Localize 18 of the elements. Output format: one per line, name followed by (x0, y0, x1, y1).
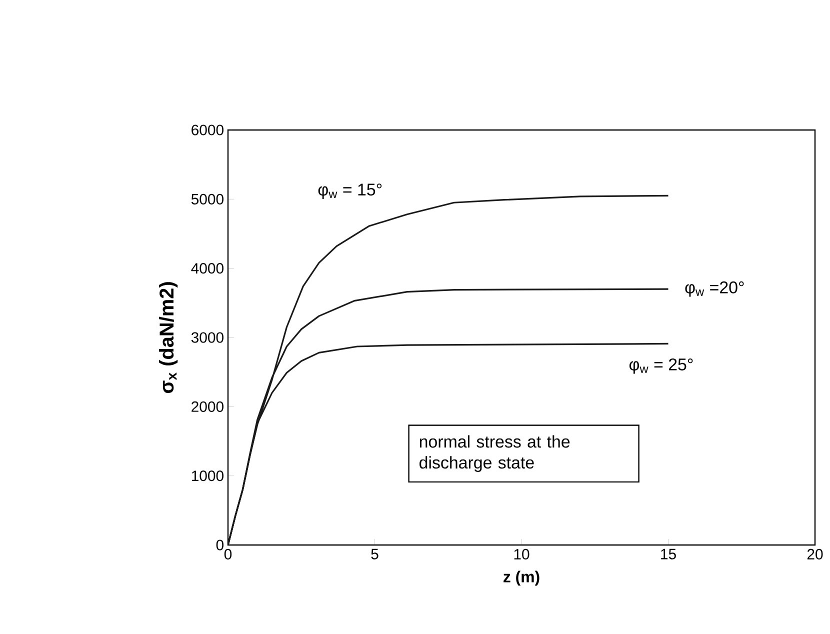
x-tick-label: 0 (224, 548, 232, 560)
annotation: φ$_{w}$ = 15° (318, 184, 382, 199)
y-tick-label: 2000 (192, 401, 224, 412)
annotation: normal stress at the discharge state (420, 435, 570, 472)
x-axis-title: z (m) (504, 570, 540, 586)
y-axis-title: σ$_{x}$ (daN/m2) (159, 282, 178, 394)
y-tick-label: 5000 (191, 194, 224, 204)
y-tick-label: 1000 (192, 470, 224, 482)
x-tick-label: 10 (514, 548, 530, 560)
annotation: φ$_{w}$ = 25° (629, 358, 693, 374)
y-tick-label: 4000 (191, 263, 224, 274)
annotation: φ$_{w}$ =20° (685, 281, 744, 297)
x-tick-label: 20 (807, 548, 823, 560)
y-tick-label: 0 (216, 540, 224, 550)
x-tick-label: 15 (661, 548, 676, 560)
y-tick-label: 3000 (191, 332, 224, 343)
x-tick-label: 5 (371, 548, 378, 560)
y-tick-label: 6000 (192, 124, 224, 136)
